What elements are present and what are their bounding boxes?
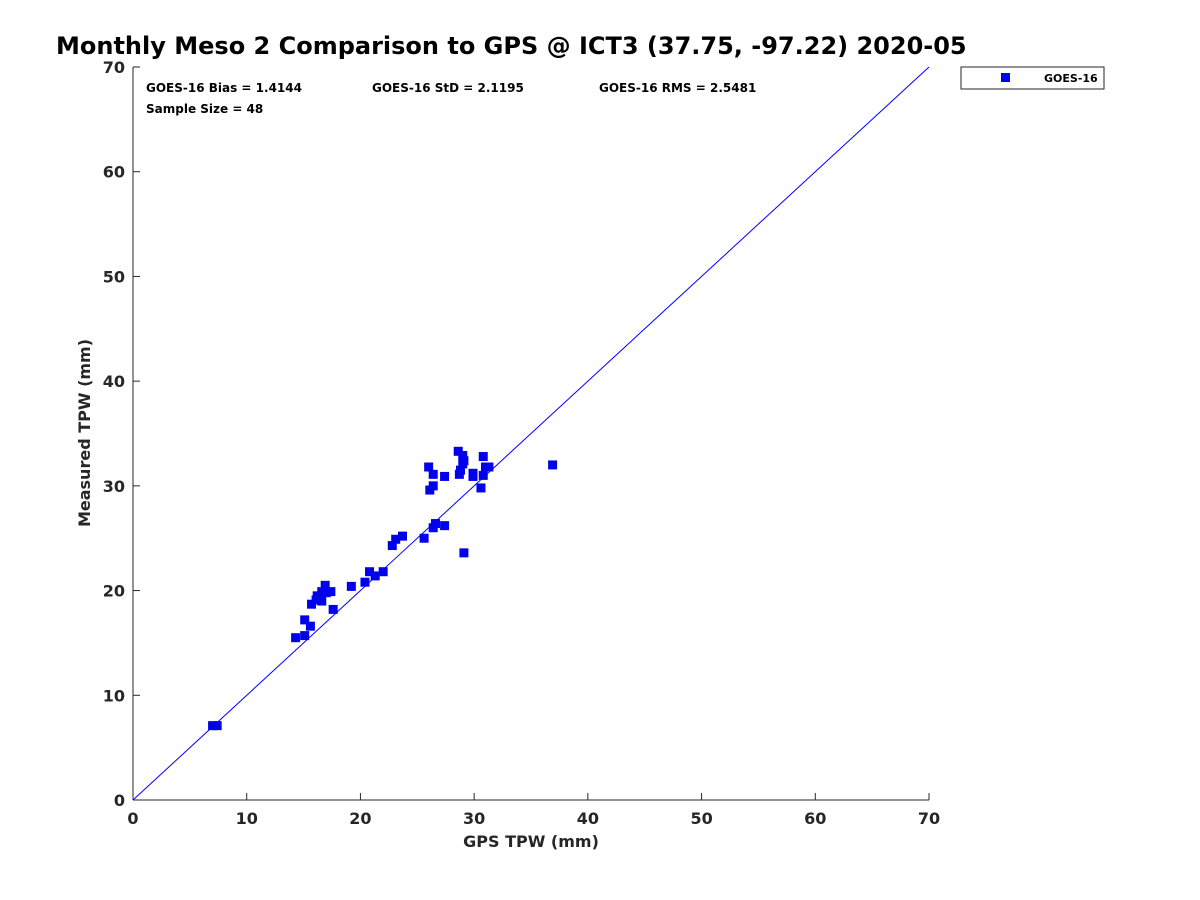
x-tick-label-5: 50 [690, 809, 712, 828]
legend-marker-square [1001, 73, 1010, 82]
y-tick-label-2: 20 [103, 582, 125, 601]
x-axis-label: GPS TPW (mm) [463, 832, 599, 851]
x-tick-label-4: 40 [577, 809, 599, 828]
data-point-41 [476, 483, 486, 493]
bias-text: GOES-16 Bias = 1.4144 [146, 81, 302, 95]
data-point-5 [305, 621, 315, 631]
plot-area: 0 10 20 30 40 50 60 70 0 10 20 30 40 50 60 70 [103, 58, 940, 828]
y-tick-label-7: 70 [103, 58, 125, 77]
data-point-17 [365, 567, 375, 577]
data-point-0 [208, 721, 218, 731]
data-point-21 [391, 534, 401, 544]
y-tick-label-6: 60 [103, 163, 125, 182]
x-tick-label-1: 10 [236, 809, 258, 828]
data-point-38 [459, 548, 469, 558]
x-tick-label-7: 70 [918, 809, 940, 828]
y-tick-label-3: 30 [103, 477, 125, 496]
data-points [208, 446, 558, 731]
sample-size-text: Sample Size = 48 [146, 102, 263, 116]
data-point-19 [378, 567, 388, 577]
y-ticks: 0 10 20 30 40 50 60 70 [103, 58, 140, 810]
rms-text: GOES-16 RMS = 2.5481 [599, 81, 756, 95]
legend-label: GOES-16 [1044, 72, 1098, 85]
data-point-8 [312, 591, 322, 601]
data-point-32 [453, 446, 463, 456]
data-point-29 [430, 519, 440, 529]
data-point-11 [320, 580, 330, 590]
data-point-13 [326, 587, 336, 597]
data-point-12 [321, 588, 331, 598]
data-point-4 [300, 615, 310, 625]
data-point-27 [428, 481, 438, 491]
x-tick-label-3: 30 [463, 809, 485, 828]
data-point-20 [387, 541, 397, 551]
legend: GOES-16 [960, 66, 1105, 90]
data-point-34 [455, 465, 465, 475]
data-point-15 [346, 581, 356, 591]
data-point-24 [424, 462, 434, 472]
y-tick-label-4: 40 [103, 372, 125, 391]
one-to-one-line [132, 66, 930, 801]
data-point-18 [370, 571, 380, 581]
std-text: GOES-16 StD = 2.1195 [372, 81, 524, 95]
x-tick-label-0: 0 [127, 809, 138, 828]
data-point-45 [484, 462, 494, 472]
data-point-3 [300, 631, 310, 641]
data-point-22 [398, 531, 408, 541]
y-tick-label-5: 50 [103, 267, 125, 286]
data-point-47 [468, 470, 478, 480]
x-tick-label-6: 60 [804, 809, 826, 828]
y-tick-label-1: 10 [103, 686, 125, 705]
y-tick-label-0: 0 [114, 791, 125, 810]
data-point-14 [328, 604, 338, 614]
data-point-10 [317, 587, 327, 597]
data-point-37 [459, 456, 469, 466]
data-point-43 [478, 470, 488, 480]
chart-title: Monthly Meso 2 Comparison to GPS @ ICT3 … [56, 32, 967, 60]
x-tick-label-2: 20 [349, 809, 371, 828]
data-point-42 [478, 452, 488, 462]
y-axis-label: Measured TPW (mm) [75, 339, 94, 527]
data-point-46 [548, 460, 558, 470]
data-point-26 [428, 469, 438, 479]
data-point-9 [317, 596, 327, 606]
x-ticks: 0 10 20 30 40 50 60 70 [127, 793, 940, 828]
data-point-16 [360, 577, 370, 587]
data-point-2 [291, 633, 301, 643]
data-point-6 [307, 599, 317, 609]
data-point-23 [419, 533, 429, 543]
data-point-31 [440, 471, 450, 481]
legend-box [960, 66, 1105, 90]
data-point-1 [212, 721, 222, 731]
data-point-30 [440, 521, 450, 531]
data-point-36 [458, 450, 468, 460]
